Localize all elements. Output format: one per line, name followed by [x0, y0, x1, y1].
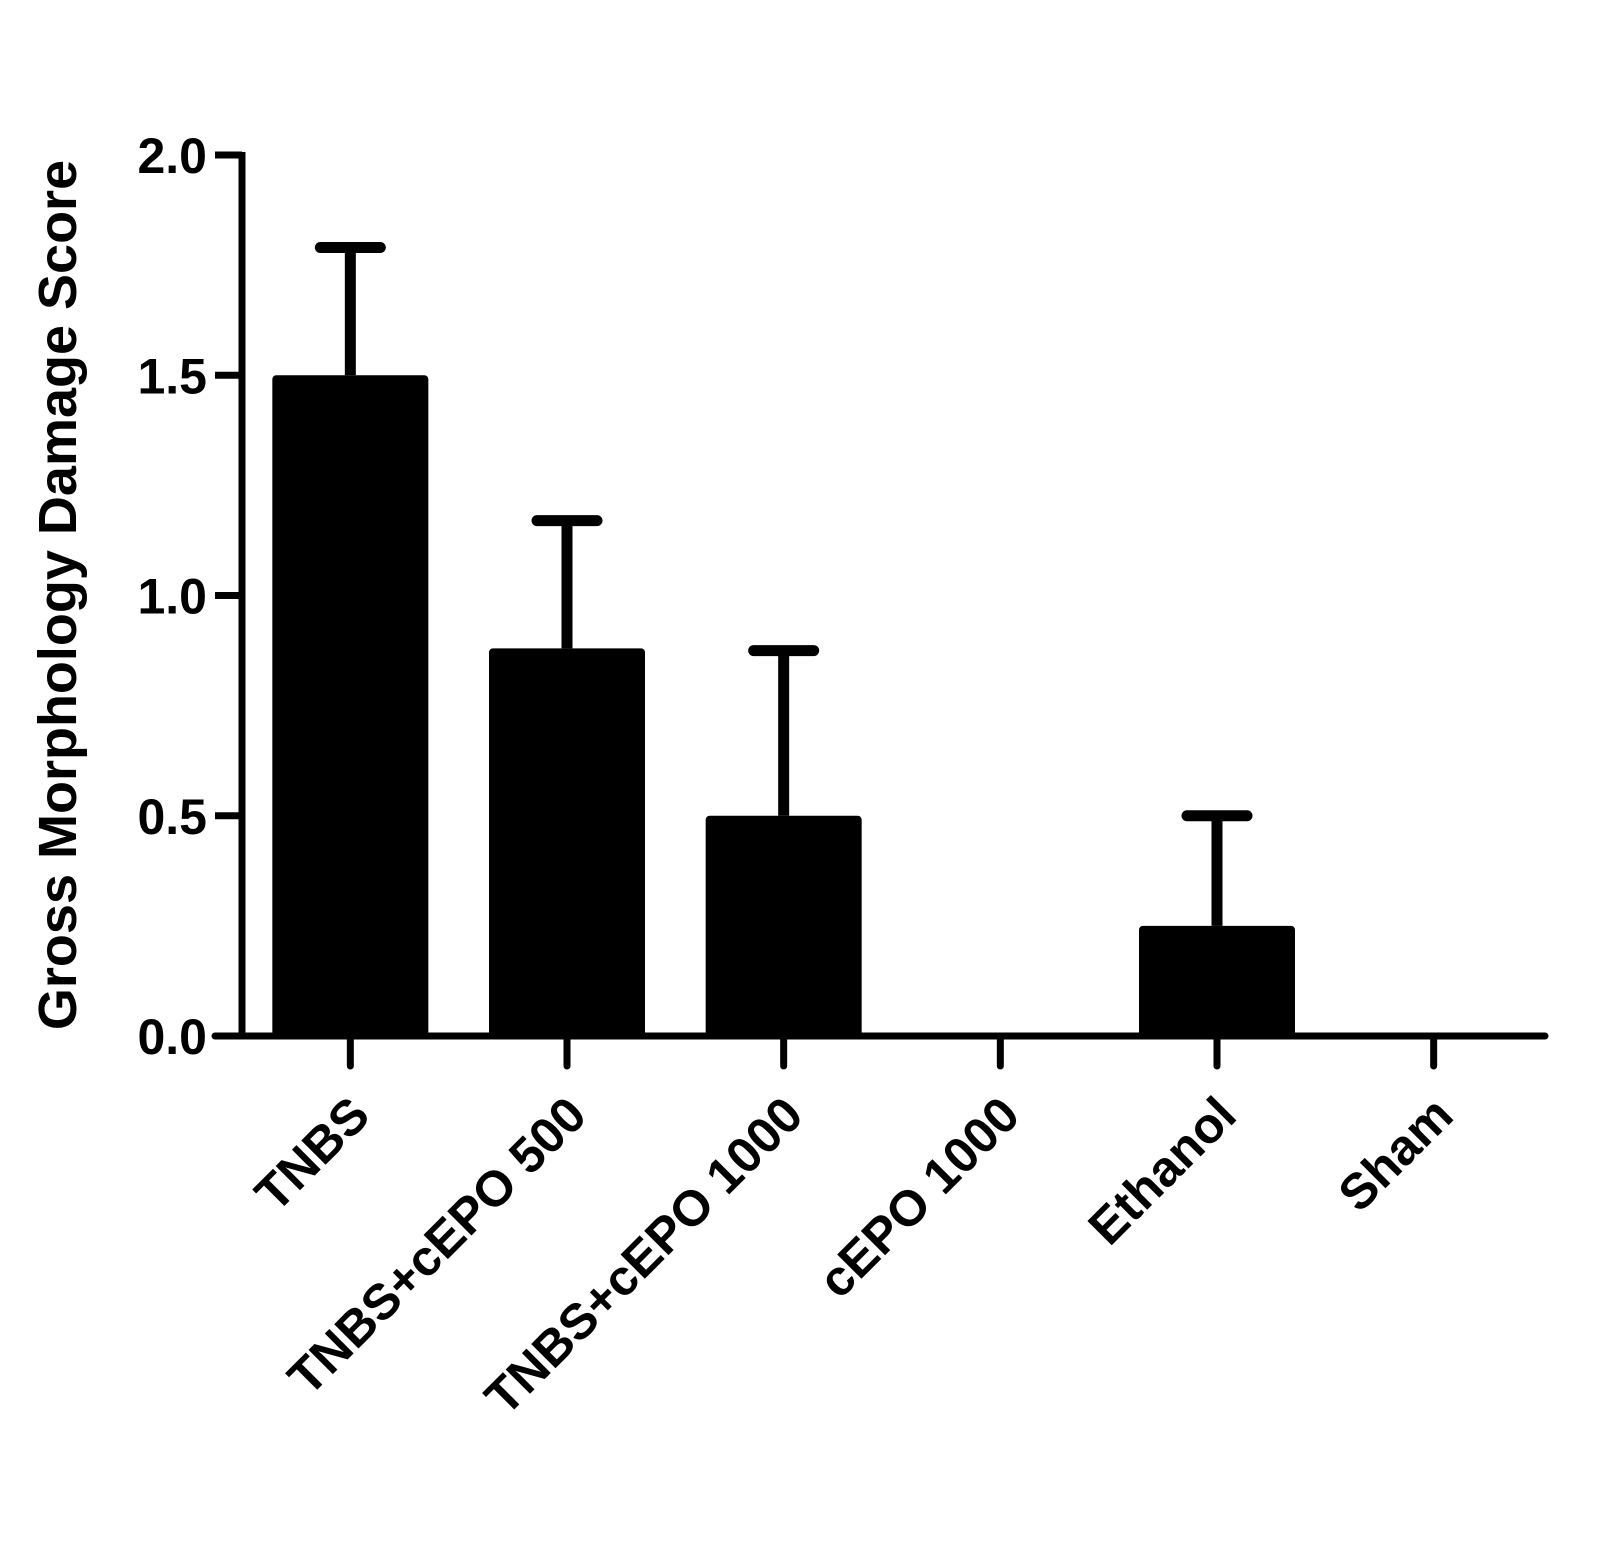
bar — [272, 375, 429, 1036]
y-tick-label: 1.5 — [137, 348, 207, 404]
x-tick-label: TNBS — [244, 1086, 380, 1222]
y-tick-label: 0.0 — [137, 1009, 207, 1065]
bar — [1139, 925, 1295, 1036]
y-tick-label: 1.0 — [137, 569, 207, 625]
x-tick-label: cEPO 1000 — [808, 1086, 1030, 1308]
y-axis-label: Gross Morphology Damage Score — [28, 160, 88, 1030]
bar — [705, 815, 862, 1036]
bar — [489, 648, 645, 1036]
x-tick-label: Ethanol — [1078, 1086, 1247, 1255]
y-tick-label: 0.5 — [137, 789, 207, 845]
y-tick-label: 2.0 — [137, 128, 207, 184]
x-tick-label: Sham — [1328, 1086, 1464, 1222]
